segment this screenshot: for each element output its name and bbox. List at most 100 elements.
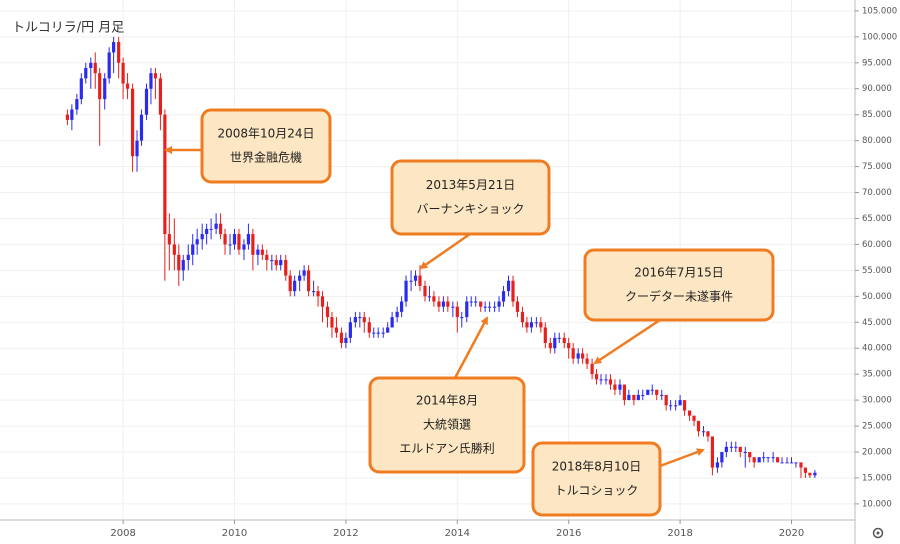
candle-body xyxy=(618,384,622,390)
chart-title: トルコリラ/円 月足 xyxy=(12,21,124,36)
candle-body xyxy=(632,394,636,401)
candle-body xyxy=(125,83,130,89)
candle-body xyxy=(497,301,501,307)
candle-body xyxy=(172,244,176,255)
y-tick-label: 55.000 xyxy=(862,266,892,276)
candle-body xyxy=(103,78,107,100)
candle-body xyxy=(270,260,274,261)
callout-text: トルコショック xyxy=(555,484,639,498)
x-tick-label: 2014 xyxy=(445,528,470,539)
candle-body xyxy=(613,384,617,390)
candle-body xyxy=(418,275,422,286)
candle-body xyxy=(451,306,455,308)
candle-body xyxy=(608,379,613,385)
y-tick-label: 80.000 xyxy=(862,136,892,146)
candle-body xyxy=(803,467,808,473)
candle-body xyxy=(734,446,738,448)
candle-body xyxy=(423,285,427,297)
callout-box xyxy=(200,108,332,184)
y-tick-label: 20.000 xyxy=(862,448,892,458)
candle-body xyxy=(664,394,668,406)
candle-body xyxy=(585,358,589,364)
candle-body xyxy=(506,280,511,292)
candle-body xyxy=(437,301,441,307)
candle-body xyxy=(130,88,135,157)
candle-body xyxy=(465,301,469,318)
callout-text: 2018年8月10日 xyxy=(552,460,641,474)
candle-body xyxy=(265,254,269,260)
candle-body xyxy=(660,394,664,396)
y-tick-label: 70.000 xyxy=(862,188,892,198)
candle-body xyxy=(98,73,102,100)
candle-body xyxy=(284,260,288,276)
candle-body xyxy=(493,306,497,308)
candle-body xyxy=(539,322,543,328)
candle-body xyxy=(353,317,357,323)
candle-body xyxy=(135,140,139,157)
callout-text: 2014年8月 xyxy=(416,394,478,408)
candle-body xyxy=(604,379,608,381)
candle-body xyxy=(390,317,394,328)
candle-body xyxy=(701,431,706,433)
candle-body xyxy=(567,343,571,349)
x-tick-label: 2010 xyxy=(222,528,247,539)
candle-body xyxy=(214,223,218,229)
candle-body xyxy=(242,244,246,250)
y-tick-label: 60.000 xyxy=(862,240,892,250)
candle-body xyxy=(232,234,237,245)
candle-body xyxy=(395,311,399,318)
candle-body xyxy=(669,405,673,407)
candle-body xyxy=(785,462,789,464)
candle-body xyxy=(543,327,547,344)
candle-body xyxy=(674,405,678,407)
candle-body xyxy=(381,332,385,334)
candle-body xyxy=(191,244,195,255)
candle-body xyxy=(748,452,752,458)
candle-body xyxy=(646,389,650,395)
candle-body xyxy=(641,394,645,396)
candle-body xyxy=(75,99,79,110)
candle-body xyxy=(153,73,158,79)
y-tick-label: 15.000 xyxy=(862,473,892,483)
candle-body xyxy=(260,249,264,255)
callout-text: 大統領選 xyxy=(423,417,471,432)
callout-arrow xyxy=(593,318,661,365)
y-tick-label: 25.000 xyxy=(862,422,892,432)
callout-text: 2016年7月15日 xyxy=(634,266,723,280)
candle-body xyxy=(799,462,803,468)
candle-body xyxy=(483,306,487,308)
y-tick-label: 85.000 xyxy=(862,110,892,120)
candle-body xyxy=(65,114,69,120)
y-tick-label: 75.000 xyxy=(862,162,892,172)
candle-body xyxy=(177,254,181,271)
candle-body xyxy=(520,311,525,323)
candle-body xyxy=(775,457,780,463)
candle-body xyxy=(501,291,506,302)
candle-body xyxy=(186,254,190,260)
candle-body xyxy=(576,353,580,359)
y-tick-label: 105.000 xyxy=(862,6,897,16)
candle-body xyxy=(529,322,533,328)
candle-body xyxy=(404,280,408,302)
callout-box xyxy=(531,441,662,517)
callout-box xyxy=(583,248,775,322)
y-tick-label: 30.000 xyxy=(862,396,892,406)
candle-body xyxy=(344,337,348,344)
candle-body xyxy=(599,379,603,381)
candle-body xyxy=(311,291,316,293)
candle-body xyxy=(358,317,362,319)
candle-body xyxy=(316,291,320,297)
candle-body xyxy=(372,332,376,334)
candle-body xyxy=(794,462,798,464)
candle-body xyxy=(149,73,153,89)
candle-body xyxy=(223,234,227,245)
candle-body xyxy=(627,394,631,401)
candle-body xyxy=(548,343,552,349)
y-tick-label: 90.000 xyxy=(862,84,892,94)
candle-body xyxy=(655,389,659,395)
callout-text: エルドアン氏勝利 xyxy=(399,441,495,456)
y-tick-label: 45.000 xyxy=(862,318,892,328)
candle-body xyxy=(571,348,575,359)
settings-icon[interactable] xyxy=(872,527,884,539)
